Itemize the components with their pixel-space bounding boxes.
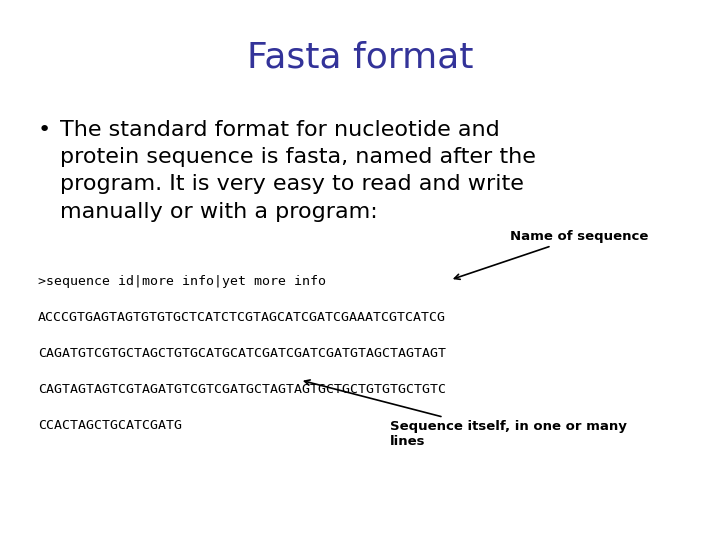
Text: Fasta format: Fasta format [247,40,473,74]
Text: CAGTAGTAGTCGTAGATGTCGTCGATGCTAGTAGTGCTGCTGTGTGCTGTC: CAGTAGTAGTCGTAGATGTCGTCGATGCTAGTAGTGCTGC… [38,383,446,396]
Text: Sequence itself, in one or many
lines: Sequence itself, in one or many lines [305,380,627,448]
Text: ACCCGTGAGTAGTGTGTGCTCATCTCGTAGCATCGATCGAAATCGTCATCG: ACCCGTGAGTAGTGTGTGCTCATCTCGTAGCATCGATCGA… [38,311,446,324]
Text: CAGATGTCGTGCTAGCTGTGCATGCATCGATCGATCGATGTAGCTAGTAGT: CAGATGTCGTGCTAGCTGTGCATGCATCGATCGATCGATG… [38,347,446,360]
Text: •: • [38,120,51,140]
Text: >sequence id|more info|yet more info: >sequence id|more info|yet more info [38,275,326,288]
Text: The standard format for nucleotide and
protein sequence is fasta, named after th: The standard format for nucleotide and p… [60,120,536,221]
Text: Name of sequence: Name of sequence [454,230,649,279]
Text: CCACTAGCTGCATCGATG: CCACTAGCTGCATCGATG [38,419,182,432]
